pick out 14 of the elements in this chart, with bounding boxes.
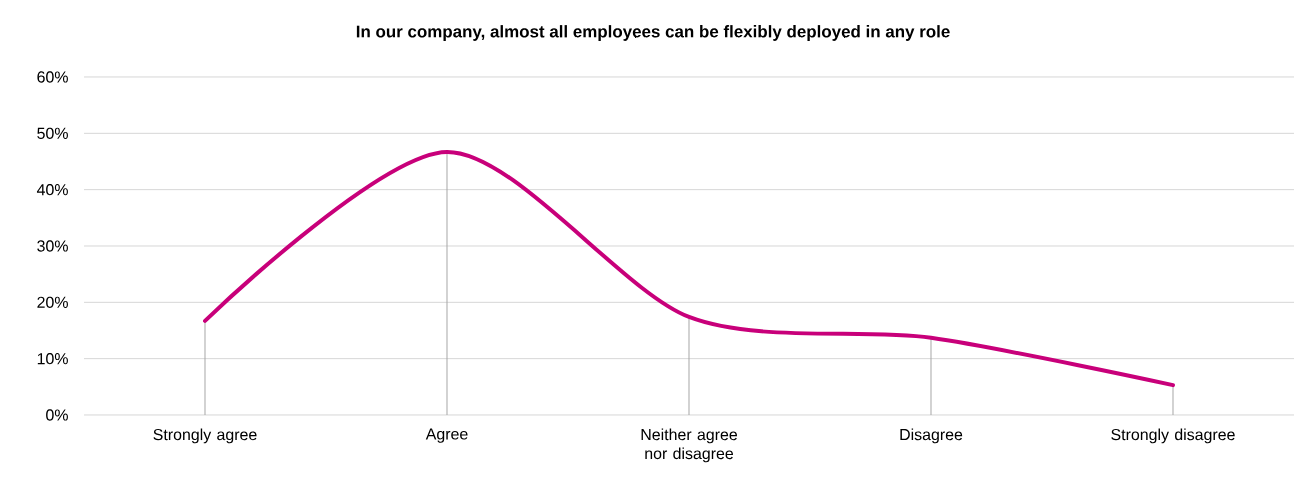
x-tick-label: Agree — [425, 428, 468, 443]
y-tick-label: 10% — [37, 353, 68, 365]
x-tick-label: Strongly disagree — [1111, 428, 1235, 444]
y-tick-label: 60% — [37, 71, 68, 83]
x-tick-label: Neither agree nor disagree — [641, 428, 738, 463]
line-series — [203, 149, 1176, 388]
x-tick-label: Disagree — [900, 428, 963, 444]
y-tick-label: 0% — [46, 409, 68, 421]
y-tick-label: 40% — [36, 184, 68, 196]
y-tick-label: 30% — [37, 240, 68, 252]
chart-title: In our company, almost all employees can be flexibly deployed in any role — [356, 25, 950, 41]
x-tick-label: Strongly agree — [153, 428, 257, 444]
y-tick-label: 50% — [37, 127, 68, 139]
y-tick-label: 20% — [37, 296, 68, 308]
